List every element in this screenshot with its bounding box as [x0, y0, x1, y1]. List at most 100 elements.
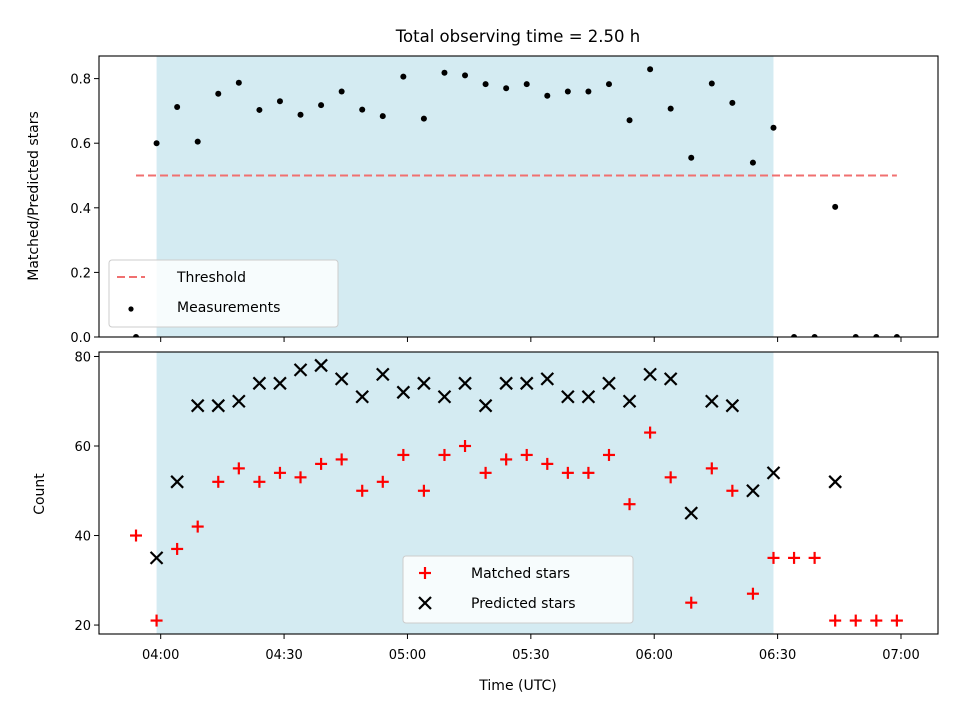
matched-stars-point	[644, 426, 657, 439]
matched-stars-point	[788, 551, 801, 564]
x-b	[766, 466, 781, 480]
x-b	[602, 376, 616, 391]
matched-stars-point	[746, 587, 759, 600]
predicted-stars-point	[334, 372, 349, 386]
measurement-point	[893, 334, 900, 337]
predicted-stars-point	[705, 394, 719, 409]
data-layer	[133, 66, 900, 337]
y-tick-label: 0.4	[70, 202, 91, 217]
measurement-point	[852, 334, 859, 337]
predicted-stars-point	[396, 385, 411, 400]
x-b	[478, 398, 493, 413]
matched-stars-point	[623, 498, 636, 511]
measurement-point	[544, 92, 551, 99]
x-b	[170, 475, 184, 489]
legend-measurements-swatch	[128, 306, 134, 312]
predicted-stars-point	[602, 376, 616, 391]
x-tick-label: 04:00	[142, 648, 179, 663]
measurement-point	[564, 88, 571, 95]
measurement-point	[832, 203, 839, 210]
predicted-stars-point	[376, 367, 390, 382]
x-tick-label: 05:00	[389, 648, 426, 663]
matched-stars-point	[130, 529, 143, 542]
measurement-point	[688, 154, 695, 161]
matched-stars-point	[212, 475, 225, 488]
x-b	[418, 596, 432, 610]
y-tick-label: 0.8	[70, 73, 91, 88]
matched-stars-point	[705, 462, 718, 475]
matched-stars-point	[397, 448, 410, 461]
x-b	[746, 483, 760, 498]
x-b	[293, 363, 308, 377]
x-b	[211, 398, 226, 413]
x-b	[828, 475, 842, 489]
measurement-point	[153, 140, 160, 147]
x-b	[376, 367, 390, 382]
predicted-stars-point	[643, 367, 657, 382]
series-matched-stars	[130, 426, 903, 627]
measurement-point	[585, 88, 592, 95]
measurement-point	[749, 159, 756, 166]
y-tick-label: 0.6	[70, 137, 91, 152]
predicted-stars-point	[540, 372, 555, 386]
measurement-point	[318, 102, 325, 109]
matched-stars-point	[726, 484, 739, 497]
measurement-point	[420, 115, 427, 122]
matched-stars-point	[520, 448, 533, 461]
x-b	[314, 358, 328, 373]
matched-stars-point	[315, 457, 328, 470]
x-b	[190, 398, 205, 413]
measurement-point	[873, 334, 880, 337]
matched-stars-point	[417, 484, 430, 497]
x-b	[273, 376, 287, 391]
y-tick-label: 40	[74, 530, 91, 545]
matched-stars-point	[500, 453, 513, 466]
predicted-stars-point	[561, 389, 575, 404]
x-b	[396, 385, 411, 400]
predicted-stars-point	[170, 475, 184, 489]
matched-stars-point	[459, 440, 472, 452]
matched-stars-point	[664, 471, 677, 484]
matched-stars-point	[479, 466, 492, 479]
matched-stars-point	[335, 453, 348, 466]
x-b	[437, 389, 452, 404]
legend-label: Predicted stars	[471, 596, 576, 612]
predicted-stars-point	[232, 394, 246, 409]
measurement-point	[256, 106, 263, 113]
matched-stars-point	[294, 471, 307, 484]
x-b	[725, 398, 740, 413]
bottom-y-axis-label: Count	[32, 473, 48, 515]
predicted-stars-point	[725, 398, 740, 413]
predicted-stars-point	[211, 398, 226, 413]
x-tick-label: 06:30	[759, 648, 796, 663]
matched-stars-point	[561, 466, 574, 479]
predicted-stars-point	[581, 389, 596, 404]
top-y-axis-label: Matched/Predicted stars	[26, 111, 42, 281]
matched-stars-point	[767, 551, 780, 564]
measurement-point	[770, 124, 777, 131]
predicted-stars-point	[766, 466, 781, 480]
matched-stars-point	[150, 614, 163, 627]
x-tick-label: 07:00	[882, 648, 919, 663]
measurement-point	[379, 113, 386, 120]
y-tick-label: 20	[74, 619, 91, 634]
x-b	[458, 376, 472, 391]
matched-stars-point	[356, 484, 369, 497]
matched-stars-point	[541, 457, 554, 470]
panel-frame	[98, 351, 939, 635]
matched-stars-point	[171, 542, 184, 555]
predicted-stars-point	[622, 394, 637, 409]
measurement-point	[811, 334, 818, 337]
y-tick-label: 80	[74, 350, 91, 365]
measurement-point	[297, 111, 304, 118]
legend-box	[402, 555, 634, 624]
predicted-stars-point	[314, 358, 328, 373]
predicted-stars-point	[499, 376, 513, 391]
matched-stars-point	[232, 462, 245, 475]
legend-label: Threshold	[176, 270, 246, 286]
measurement-point	[605, 81, 612, 88]
measurement-point	[729, 99, 736, 106]
x-b	[499, 376, 513, 391]
measurement-point	[482, 81, 489, 88]
